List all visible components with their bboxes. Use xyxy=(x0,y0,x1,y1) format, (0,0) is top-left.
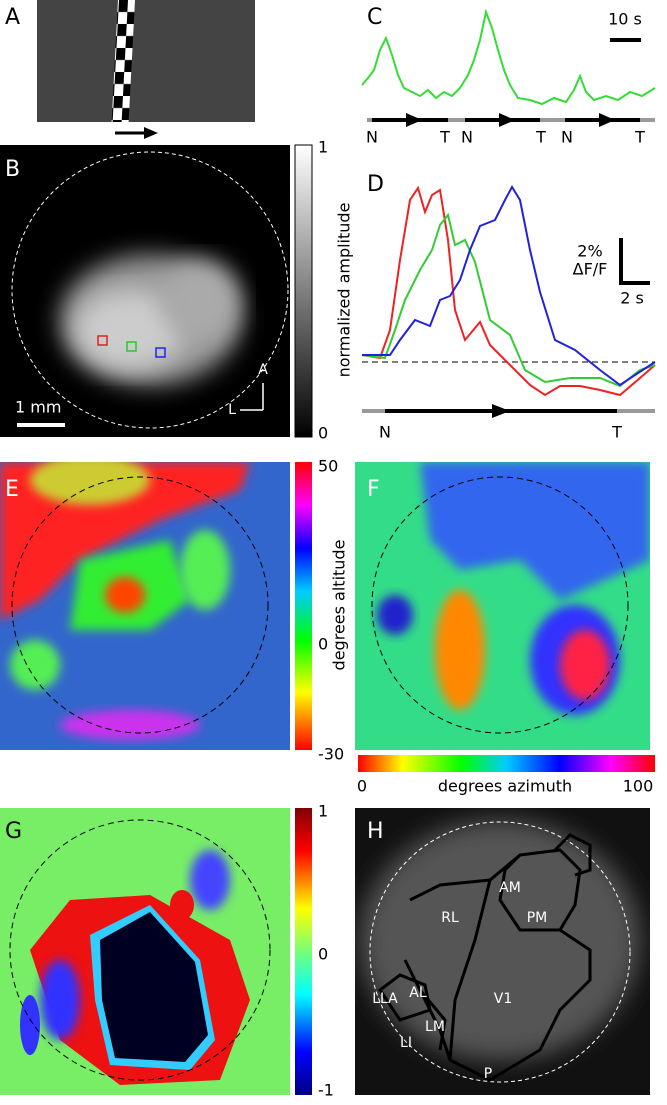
colorbar-tick: 1 xyxy=(318,802,328,821)
altitude-regions xyxy=(0,462,250,740)
orientation-label: L xyxy=(228,402,236,418)
colorbar-title: normalized amplitude xyxy=(335,203,354,378)
window-outline xyxy=(371,476,629,734)
window-outline xyxy=(9,819,271,1081)
orientation-label: A xyxy=(258,362,268,378)
panel-label: D xyxy=(367,172,384,197)
amplitude-blob xyxy=(60,255,240,385)
colorbar-tick: -1 xyxy=(318,1081,334,1100)
panel-label: E xyxy=(5,477,19,502)
timeline-label: N xyxy=(461,128,473,147)
azimuth-regions xyxy=(377,462,650,715)
panel-label: H xyxy=(367,819,384,844)
panel-label: G xyxy=(5,819,22,844)
timeline-label: N xyxy=(561,128,573,147)
stimulus-bar xyxy=(111,0,135,122)
colorbar-tick: 0 xyxy=(318,635,328,654)
timeline-label: T xyxy=(535,128,546,147)
colorbar-tick: -30 xyxy=(318,745,344,764)
timeline xyxy=(367,113,655,127)
area-label: V1 xyxy=(494,991,512,1007)
scale-label: 10 s xyxy=(608,10,642,29)
area-label: AL xyxy=(409,985,427,1001)
colorbar-title: degrees altitude xyxy=(330,540,349,671)
panel-label: F xyxy=(367,477,380,502)
panel-label: C xyxy=(367,5,382,30)
colorbar-tick: 0 xyxy=(318,945,328,964)
colorbar xyxy=(295,808,312,1095)
timeline-label: T xyxy=(439,128,450,147)
scale-bar xyxy=(619,238,650,285)
scale-label: ΔF/F xyxy=(573,260,608,279)
roi xyxy=(126,341,137,352)
scale-label: 2% xyxy=(577,242,602,261)
window-outline xyxy=(369,821,631,1083)
area-label: AM xyxy=(499,880,521,896)
area-label: RL xyxy=(441,910,459,926)
timeline xyxy=(362,404,655,418)
colorbar-tick: 1 xyxy=(318,138,328,157)
area-label: LM xyxy=(425,1019,445,1035)
trace xyxy=(361,212,656,388)
roi xyxy=(155,347,166,358)
panel-label: B xyxy=(5,157,20,182)
area-borders xyxy=(377,833,592,1082)
timeline-label: N xyxy=(379,423,391,442)
sign-regions xyxy=(20,850,250,1085)
timeline-label: N xyxy=(366,128,378,147)
trace xyxy=(361,8,656,106)
area-label: LLA xyxy=(372,991,398,1007)
colorbar-title: degrees azimuth xyxy=(438,777,572,796)
colorbar-tick: 0 xyxy=(357,777,367,796)
cortex-shading xyxy=(360,820,640,1060)
panel-label: A xyxy=(5,5,20,30)
colorbar xyxy=(295,462,312,750)
orientation-arrows xyxy=(240,383,264,411)
area-label: LI xyxy=(400,1035,412,1051)
timeline-label: T xyxy=(611,423,622,442)
area-label: P xyxy=(484,1066,492,1082)
colorbar-tick: 50 xyxy=(318,457,338,476)
trace xyxy=(362,184,656,387)
window-outline xyxy=(11,476,269,734)
colorbar-tick: 0 xyxy=(318,424,328,443)
area-label: PM xyxy=(527,910,548,926)
colorbar-tick: 100 xyxy=(623,777,654,796)
scale-label: 2 s xyxy=(620,289,644,308)
colorbar xyxy=(358,755,655,772)
trace xyxy=(361,185,656,397)
window-outline xyxy=(11,151,289,429)
stimulus-screen xyxy=(37,0,255,122)
roi xyxy=(97,335,108,346)
colorbar xyxy=(294,144,313,438)
arrow-head xyxy=(144,127,158,139)
scale-label: 1 mm xyxy=(15,398,61,417)
timeline-label: T xyxy=(634,128,645,147)
